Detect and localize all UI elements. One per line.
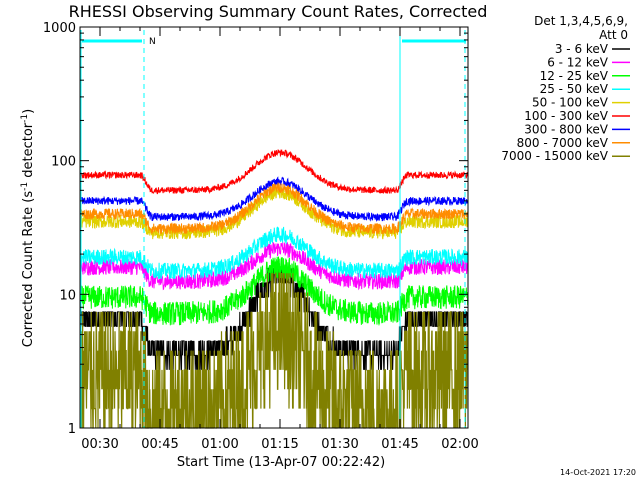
x-tick-label-2: 00:45 bbox=[141, 437, 178, 452]
night-flag-label: N bbox=[149, 37, 156, 47]
series-line-6 bbox=[79, 149, 469, 195]
y-axis-label: Corrected Count Rate (s-1 detector-1) bbox=[20, 109, 36, 347]
series-line-4 bbox=[79, 226, 469, 280]
series-line-2 bbox=[79, 241, 469, 291]
legend-header-line-2: Att 0 bbox=[599, 28, 628, 42]
x-tick-label-6: 01:45 bbox=[381, 437, 418, 452]
y-tick-label-3: 100 bbox=[51, 155, 76, 170]
legend-label-1: 3 - 6 keV bbox=[555, 42, 609, 56]
x-tick-label-4: 01:15 bbox=[261, 437, 298, 452]
y-axis: 1 10 100 1000 bbox=[43, 21, 468, 437]
x-tick-label-7: 02:00 bbox=[441, 437, 478, 452]
x-tick-label-1: 00:30 bbox=[81, 437, 118, 452]
legend-label-8: 800 - 7000 keV bbox=[517, 136, 609, 150]
y-tick-label-1: 1 bbox=[68, 422, 76, 437]
plot-frame bbox=[79, 26, 469, 429]
y-tick-label-4: 1000 bbox=[43, 21, 76, 36]
y-tick-label-2: 10 bbox=[59, 288, 76, 303]
legend-label-6: 100 - 300 keV bbox=[524, 109, 608, 123]
footer-timestamp: 14-Oct-2021 17:20 bbox=[560, 468, 636, 477]
legend-label-2: 6 - 12 keV bbox=[547, 55, 609, 69]
series-line-9 bbox=[80, 272, 469, 429]
legend-label-9: 7000 - 15000 keV bbox=[501, 149, 608, 163]
legend-label-5: 50 - 100 keV bbox=[532, 96, 609, 110]
series-line-8 bbox=[79, 182, 469, 236]
x-tick-label-3: 01:00 bbox=[201, 437, 238, 452]
x-tick-label-5: 01:30 bbox=[321, 437, 358, 452]
x-axis: 00:30 00:45 01:00 01:15 01:30 01:45 02:00 bbox=[81, 27, 479, 452]
legend-label-4: 25 - 50 keV bbox=[540, 82, 609, 96]
legend-header-line-1: Det 1,3,4,5,6,9, bbox=[534, 14, 628, 28]
chart-title: RHESSI Observing Summary Count Rates, Co… bbox=[69, 2, 488, 21]
series-line-7 bbox=[80, 176, 469, 222]
plot-area: N bbox=[79, 30, 469, 429]
legend-label-3: 12 - 25 keV bbox=[540, 69, 609, 83]
legend-label-7: 300 - 800 keV bbox=[524, 122, 608, 136]
series-line-3 bbox=[79, 256, 469, 327]
x-axis-label: Start Time (13-Apr-07 00:22:42) bbox=[177, 455, 385, 470]
